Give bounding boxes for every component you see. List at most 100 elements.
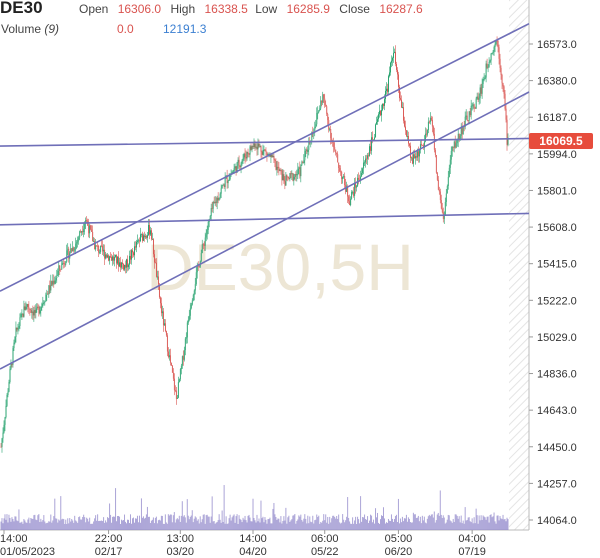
- candle-body: [354, 182, 356, 196]
- candle-body: [21, 313, 23, 315]
- candle-body: [185, 337, 187, 339]
- candle-body: [470, 105, 472, 116]
- candle-body: [10, 363, 12, 370]
- volume-bar: [199, 516, 201, 530]
- candle-body: [57, 270, 59, 276]
- volume-bar: [200, 522, 202, 530]
- volume-bar: [472, 523, 474, 530]
- candle-body: [183, 350, 185, 360]
- volume-bar: [384, 523, 386, 530]
- volume-bar: [507, 519, 509, 530]
- volume-bar: [166, 523, 168, 530]
- candle-body: [196, 265, 198, 273]
- volume-bar: [493, 512, 495, 530]
- candle-body: [170, 362, 172, 366]
- volume-bar: [453, 521, 455, 530]
- candle-body: [44, 301, 46, 303]
- candle-body: [147, 235, 148, 238]
- volume-bar: [63, 519, 65, 530]
- volume-bar: [461, 523, 463, 530]
- candle-body: [445, 193, 447, 202]
- volume-bar: [307, 515, 309, 530]
- volume-bar: [46, 522, 48, 530]
- volume-bar: [241, 522, 243, 530]
- candle-body: [5, 405, 7, 418]
- candle-body: [129, 255, 130, 265]
- volume-bar: [211, 496, 213, 530]
- volume-bar: [301, 519, 303, 530]
- candle-body: [222, 184, 224, 186]
- candle-body: [379, 110, 381, 115]
- volume-bar: [257, 521, 259, 530]
- volume-bar: [115, 488, 117, 530]
- volume-bar: [65, 519, 67, 530]
- volume-bar: [331, 518, 333, 530]
- volume-bar: [291, 519, 293, 530]
- candle-body: [428, 121, 430, 123]
- candle-body: [136, 241, 137, 248]
- candle-body: [16, 327, 18, 330]
- volume-bar: [436, 514, 438, 530]
- candle-body: [466, 115, 468, 121]
- candle-body: [241, 160, 243, 164]
- trendline[interactable]: [0, 212, 530, 226]
- candle-body: [276, 166, 278, 170]
- volume-bar: [103, 517, 105, 530]
- volume-bar: [228, 518, 230, 530]
- candle-body: [395, 51, 396, 65]
- candle-body: [380, 110, 382, 116]
- candle-body: [93, 241, 95, 242]
- candle-body: [471, 105, 473, 107]
- trendline[interactable]: [0, 91, 530, 370]
- trendline[interactable]: [0, 137, 530, 147]
- trendline[interactable]: [0, 22, 530, 292]
- volume-bar: [96, 520, 98, 530]
- volume-bar: [12, 519, 14, 530]
- volume-bar: [17, 521, 19, 530]
- volume-bar: [130, 523, 132, 530]
- candle-body: [427, 121, 429, 131]
- volume-bar: [396, 522, 398, 530]
- y-axis: 16573.0 16380.0 16187.0 15994.0 15801.0 15608…: [529, 39, 577, 527]
- candle-body: [398, 74, 399, 87]
- volume-bar: [395, 514, 397, 530]
- volume-bar: [314, 520, 316, 530]
- candle-body: [341, 171, 343, 180]
- candle-body: [376, 122, 378, 125]
- volume-bar: [496, 515, 498, 530]
- candle-body: [213, 202, 215, 203]
- candle-body: [173, 378, 175, 391]
- candle-body: [323, 94, 325, 99]
- candle-body: [13, 342, 15, 349]
- volume-bar: [21, 521, 23, 530]
- volume-bar: [441, 518, 443, 530]
- volume-bar: [382, 507, 384, 530]
- candle-body: [472, 104, 474, 106]
- y-tick-label: 15029.0: [537, 332, 577, 344]
- volume-bar: [460, 515, 462, 530]
- volume-bar: [76, 521, 78, 530]
- volume-bar: [306, 523, 308, 530]
- candle-body: [205, 234, 207, 238]
- candle-body: [507, 137, 509, 145]
- volume-bar: [172, 515, 174, 530]
- candle-body: [504, 93, 506, 109]
- volume-bar: [308, 523, 310, 530]
- candle-body: [33, 310, 35, 316]
- volume-bar: [346, 516, 348, 530]
- candle-body: [19, 317, 21, 326]
- volume-bar: [494, 521, 496, 530]
- candle-body: [130, 255, 131, 260]
- volume-bar: [8, 514, 10, 530]
- volume-value-2: 12191.3: [163, 22, 207, 36]
- volume-bar: [347, 497, 349, 530]
- candle-body: [263, 149, 265, 151]
- candle-body: [308, 141, 310, 150]
- volume-bar: [282, 520, 284, 530]
- candle-body: [443, 215, 445, 219]
- volume-bar: [318, 515, 320, 530]
- candle-body: [251, 146, 253, 150]
- candle-body: [455, 143, 457, 148]
- volume-bar: [219, 519, 221, 530]
